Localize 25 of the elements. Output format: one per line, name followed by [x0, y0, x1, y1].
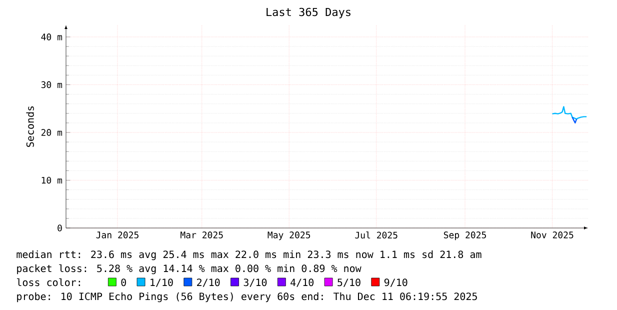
y-tick-label: 20 m	[41, 129, 62, 136]
chart-title: Last 365 Days	[266, 8, 350, 18]
y-tick-label: 30 m	[41, 81, 62, 88]
legend-label: 1/10	[150, 278, 173, 287]
y-tick-label: 0	[58, 224, 62, 232]
text: packet loss: 5.28 % avg 14.14 % max 0.00 % min 0.89 % now	[17, 264, 362, 274]
legend-label: 9/10	[384, 278, 408, 287]
x-tick-label: May 2025	[268, 232, 310, 240]
legend-title: loss color:	[16, 278, 80, 286]
x-tick-label: Jan 2025	[96, 232, 138, 238]
x-tick-label: Mar 2025	[180, 232, 223, 238]
line-series	[552, 106, 588, 120]
legend-label: 0	[121, 278, 126, 286]
legend-label: 4/10	[290, 278, 314, 287]
text: probe: 10 ICMP Echo Pings (56 Bytes) every 60s end: Thu Dec 11 06:19:55 2025	[17, 292, 477, 302]
legend-label: 2/10	[197, 278, 220, 287]
y-tick-label: 40 m	[41, 34, 62, 40]
y-tick-label: 10 m	[42, 176, 62, 184]
legend-label: 3/10	[244, 278, 267, 287]
x-tick-label: Jul 2025	[355, 232, 398, 239]
legend-label: 5/10	[338, 278, 360, 287]
y-axis-title: Seconds	[26, 106, 34, 147]
text: median rtt: 23.6 ms avg 25.4 ms max 22.0 ms min 23.3 ms now 1.1 ms sd 21.8 am	[16, 250, 482, 260]
x-tick-label: Nov 2025	[531, 232, 574, 238]
x-tick-label: Sep 2025	[444, 232, 486, 240]
